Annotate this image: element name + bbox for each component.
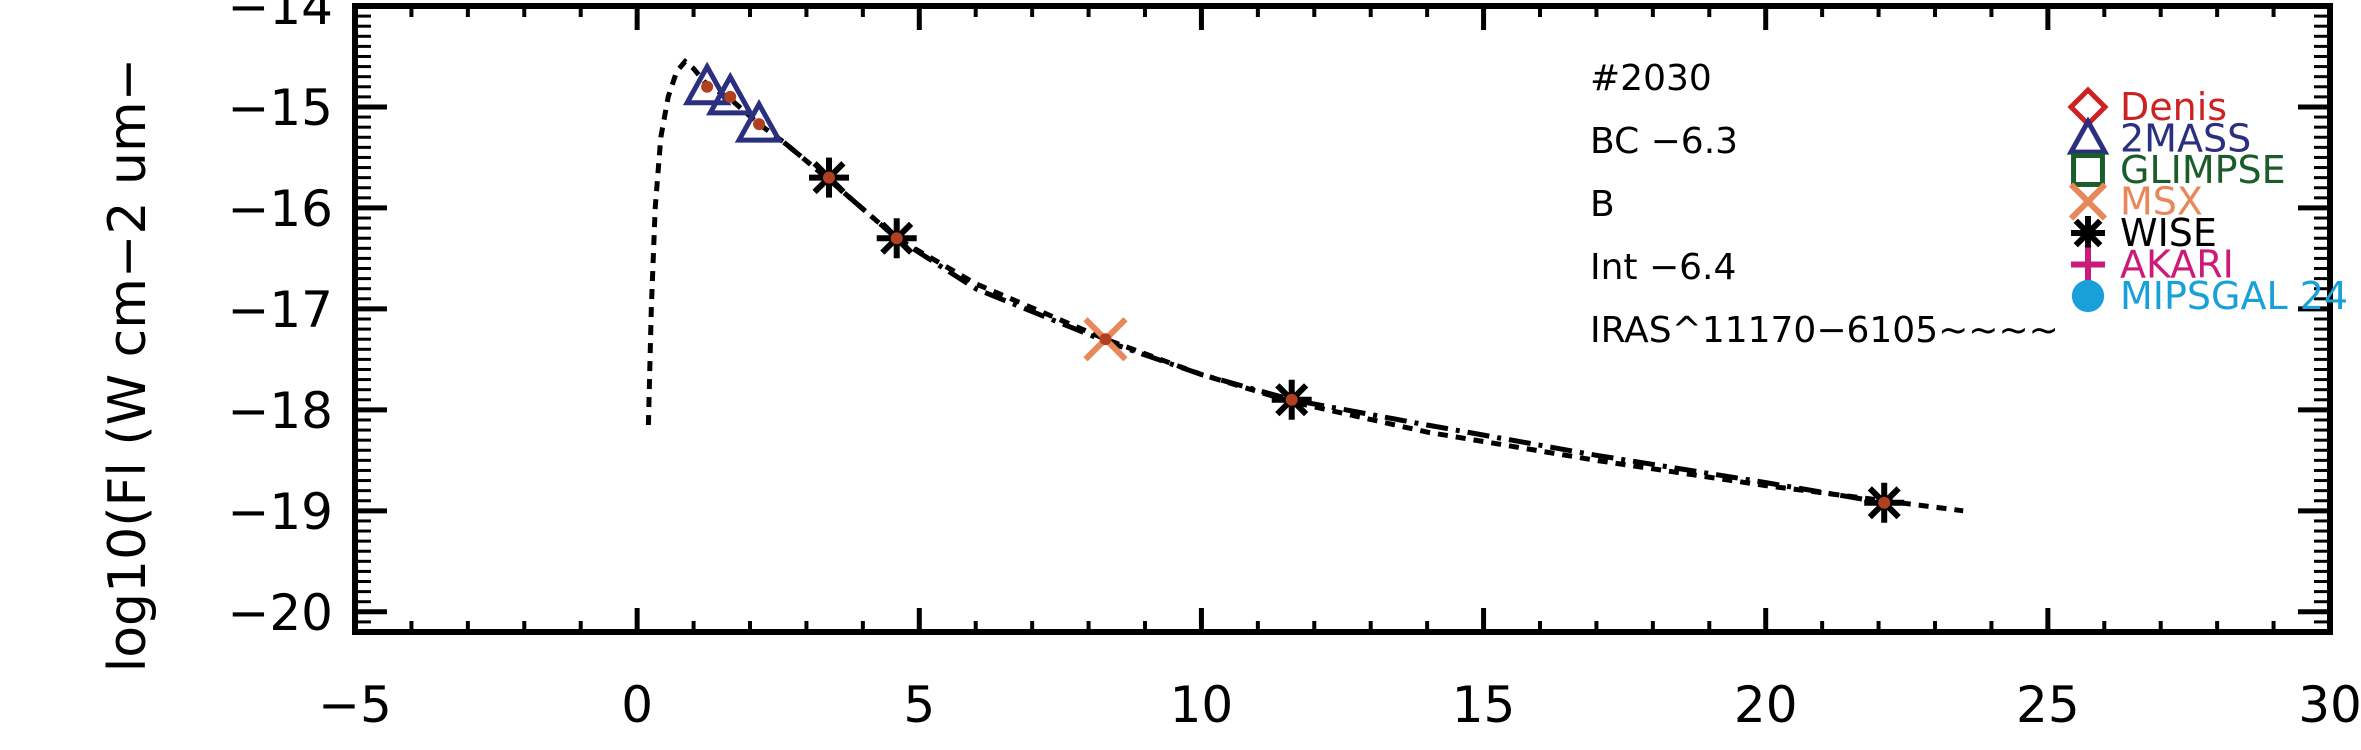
legend-marker [2071,216,2105,250]
legend-label: 2MASS [2120,117,2251,161]
2mass-point [734,98,784,143]
legend-marker [2071,247,2105,282]
y-tick-label: −19 [227,483,333,541]
annotation-line: #2030 [1590,58,1712,99]
y-tick-label: −14 [227,0,333,36]
legend-marker [2066,116,2110,155]
x-tick-label: 10 [1170,676,1234,734]
legend-marker [2071,279,2105,313]
model-curves [645,57,1964,514]
annotation-line: Int −6.4 [1590,247,1736,288]
x-tick-label: −5 [318,676,392,734]
plot-border [352,3,2333,635]
model-point [823,171,835,184]
y-tick-label: −20 [227,584,333,642]
annotations: #2030 BC −6.3 B Int −6.4 IRAS^11170−6105~~~~ [1590,58,2059,351]
model-curve-dashed [645,57,1964,514]
model-point [753,118,766,131]
annotation-line: IRAS^11170−6105~~~~ [1590,310,2059,351]
legend-marker [2071,153,2105,187]
legend-label: WISE [2120,211,2217,255]
model-point [1099,333,1112,346]
plot-frame [352,3,2333,635]
legend-label: MIPSGAL 24 [2120,274,2348,318]
model-point [701,80,714,93]
model-point [890,232,903,245]
model-point [1878,496,1891,509]
axis-ticks: −5 0 5 10 15 20 25 30 −20 −19 −18 −17 −16 −15 −14 [227,0,2361,734]
model-point [1285,393,1298,406]
x-tick-label: 5 [903,676,935,734]
annotation-line: B [1590,184,1615,225]
y-tick-label: −18 [227,382,333,440]
legend-label: AKARI [2120,243,2234,287]
legend-label: MSX [2120,180,2203,224]
2mass-point [706,71,755,116]
y-axis-label-group: log10(Fl (W cm−2 um− [98,58,158,672]
legend-label: Denis [2120,85,2227,129]
y-tick-label: −17 [227,281,333,339]
x-tick-label: 15 [1452,676,1516,734]
x-tick-label: 0 [621,676,653,734]
model-point [724,90,737,103]
y-tick-label: −16 [227,180,333,238]
model-curve-dashdot [782,140,1885,506]
y-tick-label: −15 [227,79,333,137]
annotation-line: BC −6.3 [1590,121,1738,162]
y-axis-label: log10(Fl (W cm−2 um− [98,58,158,672]
x-tick-label: 30 [2298,676,2361,734]
x-tick-label: 20 [1734,676,1798,734]
x-tick-label: 25 [2016,676,2080,734]
2mass-point [682,61,732,106]
legend-label: GLIMPSE [2120,148,2286,192]
legend-marker [2068,182,2108,221]
data-points [682,61,1905,523]
